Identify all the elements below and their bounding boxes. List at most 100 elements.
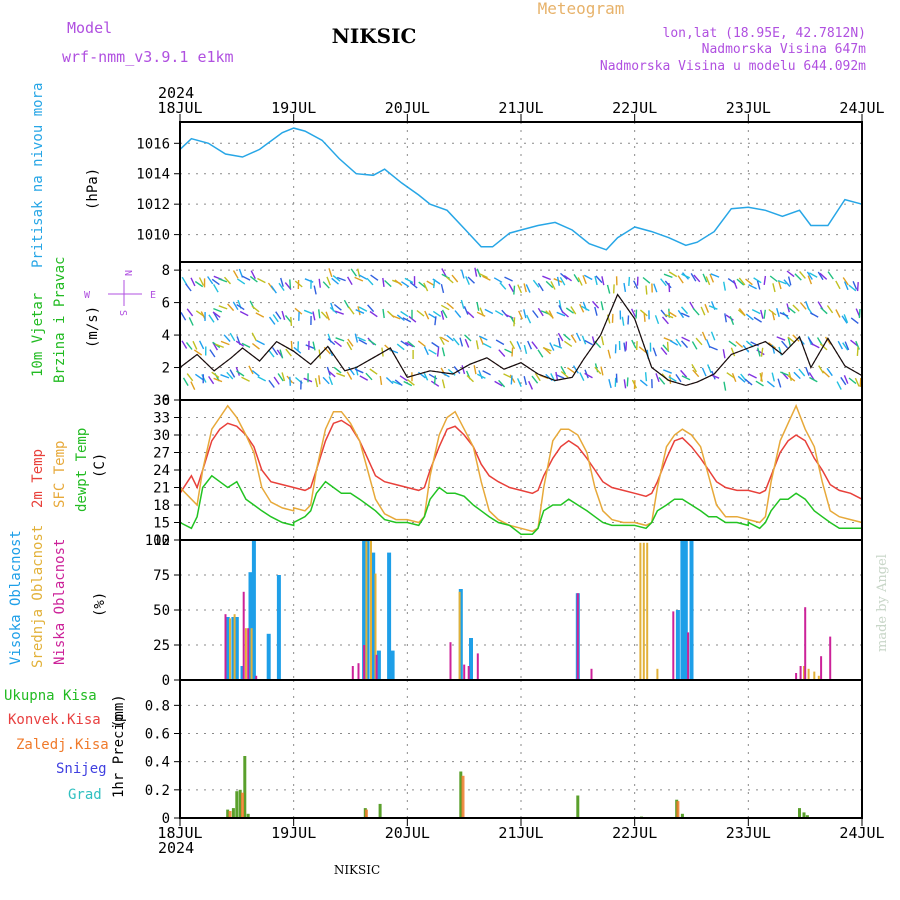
wind-arrow <box>745 313 754 321</box>
wind-arrow <box>516 341 522 350</box>
wind-arrow <box>595 275 603 284</box>
wind-arrow <box>256 339 265 346</box>
low-cloud-bar <box>820 656 823 680</box>
wind-arrow <box>631 339 637 349</box>
wind-arrow <box>772 283 776 293</box>
wind-arrow <box>478 335 488 341</box>
pressure-unit: (hPa) <box>85 168 101 210</box>
wind-arrow <box>336 372 346 377</box>
wind-arrow <box>354 333 359 343</box>
high-cloud-bar <box>276 575 281 680</box>
wind-arrow <box>396 314 405 322</box>
y-tick-label: 15 <box>153 516 170 532</box>
wind-arrow <box>494 310 504 316</box>
wind-arrow <box>736 278 745 286</box>
wind-arrow <box>335 337 345 342</box>
data-layer <box>179 127 863 819</box>
wind-arrow <box>400 340 409 347</box>
wind-arrow <box>318 309 321 319</box>
wind-arrow <box>504 348 514 354</box>
wind-arrow <box>583 274 593 281</box>
wind-arrow <box>467 276 475 284</box>
high-cloud-bar <box>689 540 694 680</box>
wind-arrow <box>322 281 330 289</box>
wind-arrow <box>729 316 735 325</box>
wind-arrow <box>213 377 223 383</box>
wind-arrow <box>537 349 544 358</box>
wind-arrow <box>723 381 727 391</box>
cloud-ylabel-3: Niska Oblacnost <box>52 539 68 665</box>
wind-arrow <box>639 379 648 387</box>
wind-arrow <box>516 378 522 387</box>
high-cloud-bar <box>458 589 463 680</box>
wind-arrow <box>280 277 284 287</box>
wind-arrow <box>285 348 292 357</box>
wind-arrow <box>748 284 757 290</box>
wind-arrow <box>186 373 194 382</box>
wind-arrow <box>553 344 563 349</box>
wind-arrow <box>560 370 569 378</box>
tick-layer: 1010101210141016024681215182124273033360… <box>136 99 884 842</box>
wind-arrow <box>809 376 818 383</box>
wind-arrow <box>346 276 353 286</box>
temp-ylabel-1: 2m Temp <box>30 449 46 508</box>
wind-arrow <box>355 309 365 314</box>
wind-arrow <box>426 280 435 287</box>
wind-arrow <box>432 310 442 317</box>
wind-arrow <box>358 306 368 312</box>
grid-layer <box>180 122 862 818</box>
year-top: 2024 <box>158 84 194 102</box>
wind-arrows <box>180 267 862 391</box>
wind-arrow <box>365 372 373 381</box>
wind-arrow <box>606 284 611 294</box>
wind-arrow <box>320 311 329 319</box>
wind-arrow <box>645 285 648 295</box>
total-precip-bar <box>378 803 382 818</box>
model-elevation-text: Nadmorska Visina u modelu 644.092m <box>600 59 866 74</box>
elevation-text: Nadmorska Visina 647m <box>702 42 867 57</box>
wind-arrow <box>223 334 231 342</box>
wind-arrow <box>232 270 239 279</box>
mid-cloud-bar <box>807 668 810 680</box>
grid-precip-bar <box>228 811 232 818</box>
wind-arrow <box>532 310 539 319</box>
wind-arrow <box>391 315 401 320</box>
cloud-ylabel-1: Visoka Oblacnost <box>8 530 24 665</box>
x-tick-label-bottom: 22JUL <box>612 824 657 842</box>
temp-ylabel-3: dewpt Temp <box>74 428 90 512</box>
wind-arrow <box>366 277 374 286</box>
wind-arrow <box>441 347 446 357</box>
wind-arrow <box>666 341 669 351</box>
wind-arrow <box>478 370 483 380</box>
wind-arrow <box>777 378 782 388</box>
wind-arrow <box>379 375 383 385</box>
mid-cloud-bar <box>646 542 649 680</box>
mid-cloud-bar <box>250 628 253 680</box>
panel-frame <box>179 679 863 819</box>
wind-arrow <box>271 347 279 356</box>
wind-arrow <box>664 313 674 319</box>
wind-arrow <box>642 276 651 284</box>
wind-arrow <box>237 278 246 285</box>
wind-arrow <box>198 340 205 350</box>
wind-arrow <box>354 368 364 374</box>
total-precip-bar <box>235 791 239 818</box>
wind-arrow <box>537 307 544 317</box>
wind-arrow <box>518 310 523 320</box>
wind-arrow <box>508 283 515 293</box>
wind-arrow <box>329 306 338 314</box>
wind-arrow <box>493 277 503 283</box>
wind-arrow <box>692 307 700 316</box>
wind-arrow <box>820 307 828 315</box>
y-tick-label: 36 <box>153 393 170 409</box>
wind-arrow <box>852 281 858 290</box>
wind-arrow <box>473 365 477 375</box>
wind-arrow <box>498 379 506 388</box>
wind-arrow <box>591 300 600 309</box>
wind-arrow <box>848 284 857 292</box>
wind-arrow <box>805 366 810 376</box>
wind-arrow <box>819 272 828 280</box>
wind-arrow <box>423 346 429 356</box>
wind-arrow <box>644 372 648 382</box>
wind-arrow <box>359 375 369 381</box>
